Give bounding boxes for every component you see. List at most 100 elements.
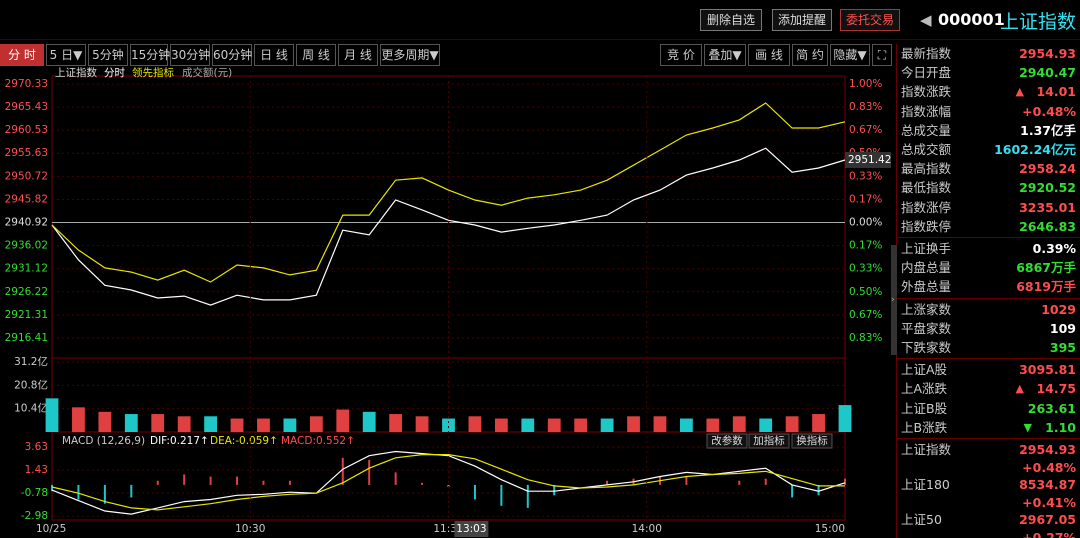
- volume-bar: [415, 416, 429, 432]
- volume-bar: [706, 418, 720, 432]
- y-tick-label: 2955.63: [5, 147, 48, 159]
- section-divider: [897, 297, 1080, 299]
- panel-label: 平盘家数: [901, 320, 952, 336]
- change-arrow: ▲: [1015, 382, 1024, 396]
- x-tick-label: 10/25: [36, 523, 66, 535]
- change-arrow: ▼: [1023, 420, 1032, 434]
- volume-title: 成交额(元): [182, 66, 232, 79]
- panel-value: 3095.81: [1019, 362, 1076, 378]
- panel-label: 上证B股: [901, 400, 948, 416]
- period-tab[interactable]: 月 线: [338, 44, 378, 66]
- panel-value: 2920.52: [1019, 180, 1076, 196]
- macd-bar: [817, 484, 820, 496]
- panel-label: 最低指数: [901, 180, 952, 196]
- macd-bar: [553, 484, 556, 496]
- x-tick-label: 10:30: [235, 523, 265, 535]
- panel-value: 2954.93: [1019, 46, 1076, 61]
- panel-label: 指数涨跌: [901, 84, 952, 100]
- macd-button[interactable]: 改参数: [711, 434, 743, 447]
- period-tab[interactable]: 周 线: [296, 44, 336, 66]
- macd-button-box: [791, 433, 833, 449]
- volume-bar: [574, 418, 588, 432]
- macd-bar: [738, 480, 741, 485]
- panel-label: 上涨家数: [901, 301, 952, 317]
- panel-value: +0.48%: [1022, 103, 1076, 119]
- macd-bar: [764, 478, 767, 485]
- macd-bar: [262, 480, 265, 485]
- collapse-handle[interactable]: ›: [891, 245, 897, 355]
- period-tab[interactable]: 5 日▼: [46, 44, 86, 66]
- toolbar-button[interactable]: 添加提醒: [772, 9, 832, 31]
- period-tab[interactable]: 日 线: [254, 44, 294, 66]
- y2-tick-label: 0.67%: [849, 124, 882, 136]
- volume-bar: [204, 416, 217, 432]
- y-tick-label: 20.8亿: [14, 378, 48, 391]
- y2-tick-label: 0.33%: [849, 263, 882, 275]
- chart-area: 2970.33 1.00% 2965.43 0.83% 2960.53 0.67% 2955…: [5, 66, 891, 537]
- panel-label: 指数跌停: [901, 218, 952, 234]
- macd-bar: [685, 476, 688, 485]
- y2-tick-label: 0.50%: [849, 286, 882, 298]
- macd-bar: [844, 478, 846, 485]
- period-tab[interactable]: 60分钟: [212, 44, 252, 66]
- macd-bar: [473, 484, 476, 500]
- y-tick-label: 31.2亿: [14, 355, 48, 368]
- panel-value: 395: [1049, 340, 1076, 355]
- change-arrow: ▲: [1015, 85, 1024, 99]
- volume-bar: [442, 418, 455, 432]
- period-tab[interactable]: 30分钟: [170, 44, 210, 66]
- stock-code: 000001: [938, 10, 1005, 29]
- period-tab[interactable]: 更多周期▼: [380, 44, 440, 66]
- y-tick-label: 2916.41: [5, 332, 48, 344]
- y-tick-label: 3.63: [25, 441, 48, 453]
- macd-bar: [606, 480, 609, 485]
- tool-button[interactable]: 简 约: [792, 44, 828, 66]
- panel-value: 1.37亿手: [1020, 122, 1076, 138]
- volume-bar: [72, 407, 85, 432]
- toolbar-button[interactable]: 委托交易: [840, 9, 900, 31]
- period-tab[interactable]: 分 时: [0, 44, 44, 66]
- volume-bar: [468, 416, 482, 432]
- macd-bar: [77, 484, 80, 500]
- volume-bar: [124, 414, 138, 432]
- y-tick-label: 2921.31: [5, 309, 48, 321]
- tool-button[interactable]: 竞 价: [660, 44, 702, 66]
- prev-icon[interactable]: ◀: [920, 11, 932, 29]
- y2-tick-label: 0.83%: [849, 101, 882, 113]
- panel-label: 指数涨停: [901, 199, 952, 215]
- macd-button[interactable]: 换指标: [796, 434, 828, 447]
- volume-bar: [309, 416, 323, 432]
- volume-bar: [98, 411, 112, 432]
- tool-button[interactable]: 叠加▼: [704, 44, 746, 66]
- panel-label: 外盘总量: [901, 279, 952, 295]
- price-flag: 2951.42: [848, 154, 891, 166]
- tool-button[interactable]: 隐藏▼: [830, 44, 870, 66]
- macd-button[interactable]: 加指标: [753, 434, 785, 447]
- macd-bar: [288, 480, 291, 485]
- fullscreen-button[interactable]: ⛶: [872, 44, 892, 66]
- index-value: 2967.05: [1019, 512, 1076, 527]
- volume-bar: [283, 418, 297, 432]
- cursor-box: [454, 521, 489, 537]
- panel-label: 上证换手: [901, 241, 952, 256]
- volume-bar: [177, 416, 191, 432]
- panel-value: 14.01: [1036, 84, 1076, 100]
- volume-bar: [600, 418, 614, 432]
- x-tick-label: 14:00: [632, 523, 662, 535]
- panel-label: 总成交额: [901, 142, 952, 157]
- period-tab[interactable]: 5分钟: [88, 44, 128, 66]
- panel-value: 1.10: [1045, 419, 1076, 435]
- period-tab[interactable]: 15分钟: [130, 44, 170, 66]
- panel-value: 2646.83: [1019, 218, 1076, 234]
- dea-line: [51, 454, 845, 511]
- volume-bar: [151, 414, 165, 432]
- panel-value: 6819万手: [1016, 279, 1076, 295]
- macd-bar: [156, 480, 159, 485]
- tool-button[interactable]: 画 线: [748, 44, 790, 66]
- y2-tick-label: 1.00%: [849, 78, 882, 90]
- y-tick-label: -2.98: [21, 510, 48, 522]
- toolbar-button[interactable]: 删除自选: [700, 9, 762, 31]
- panel-value: 3235.01: [1019, 199, 1076, 215]
- volume-bar: [627, 416, 640, 432]
